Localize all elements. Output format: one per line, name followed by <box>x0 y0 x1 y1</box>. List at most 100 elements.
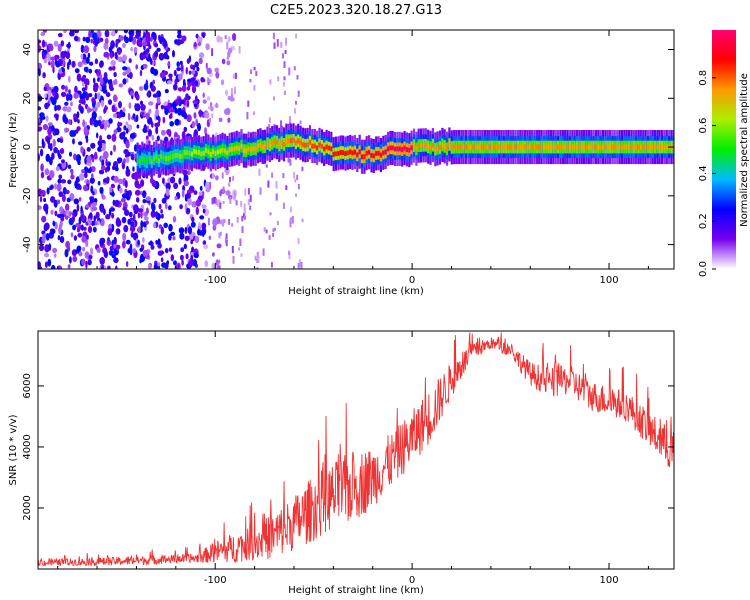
heatmap-cell <box>38 244 45 252</box>
heatmap-cell <box>198 194 204 200</box>
heatmap-cell <box>294 140 297 145</box>
heatmap-cell <box>186 86 191 91</box>
colorbar-tick-label: 0.6 <box>698 118 709 134</box>
heatmap-cell <box>185 253 189 260</box>
heatmap-cell <box>103 72 108 80</box>
heatmap-cell <box>135 64 138 70</box>
heatmap-cell <box>304 142 307 148</box>
heatmap-cell <box>135 30 141 37</box>
heatmap-cell <box>109 79 113 84</box>
heatmap-cell <box>358 149 361 155</box>
heatmap-cell <box>545 144 548 150</box>
heatmap-cell <box>184 226 188 234</box>
heatmap-cell <box>44 244 50 253</box>
heatmap-cell <box>125 168 131 177</box>
heatmap-cell <box>72 138 75 145</box>
heatmap-cell <box>474 144 477 150</box>
heatmap-cell <box>145 135 149 140</box>
heatmap-cell <box>272 228 275 233</box>
heatmap-cell <box>190 70 196 75</box>
heatmap-cell <box>154 43 159 48</box>
heatmap-cell <box>69 30 75 37</box>
heatmap-cell <box>538 144 541 150</box>
heatmap-cell <box>280 41 283 48</box>
heatmap-cell <box>142 41 148 46</box>
heatmap-cell <box>136 38 142 47</box>
heatmap-cell <box>112 161 119 168</box>
heatmap-cell <box>176 39 182 46</box>
heatmap-cell <box>78 197 82 202</box>
heatmap-cell <box>265 229 268 234</box>
heatmap-cell <box>481 144 484 150</box>
heatmap-cell <box>154 50 159 58</box>
heatmap-cell <box>412 143 416 149</box>
heatmap-cell <box>136 124 140 129</box>
heatmap-cell <box>67 164 72 170</box>
heatmap-cell <box>66 61 70 70</box>
heatmap-cell <box>94 151 98 160</box>
heatmap-cell <box>122 42 126 49</box>
heatmap-cell <box>424 142 427 148</box>
heatmap-cell <box>229 176 231 182</box>
heatmap-cell <box>147 129 152 137</box>
heatmap-cell <box>60 91 67 98</box>
spectrogram-xlabel: Height of straight line (km) <box>288 286 424 297</box>
heatmap-cell <box>225 190 231 196</box>
heatmap-cell <box>92 32 98 40</box>
heatmap-cell <box>69 256 72 264</box>
heatmap-cell <box>215 175 219 181</box>
heatmap-cell <box>559 144 562 150</box>
heatmap-cell <box>436 146 439 151</box>
heatmap-cell <box>93 39 96 45</box>
heatmap-cell <box>110 183 115 189</box>
heatmap-cell <box>151 203 156 212</box>
heatmap-cell <box>111 104 116 113</box>
heatmap-cell <box>198 57 203 65</box>
heatmap-cell <box>187 189 193 194</box>
heatmap-cell <box>137 212 141 219</box>
heatmap-cell <box>295 100 297 105</box>
heatmap-cell <box>73 153 77 161</box>
heatmap-cell <box>87 108 93 112</box>
heatmap-cell <box>78 141 83 146</box>
heatmap-cell <box>219 148 222 154</box>
heatmap-cell <box>205 147 208 153</box>
heatmap-cell <box>123 30 129 34</box>
heatmap-cell <box>512 144 515 150</box>
heatmap-cell <box>124 209 130 217</box>
heatmap-cell <box>568 144 572 150</box>
heatmap-cell <box>187 197 192 206</box>
heatmap-cell <box>110 43 114 50</box>
heatmap-cell <box>301 166 304 172</box>
heatmap-cell <box>106 239 112 246</box>
heatmap-cell <box>266 141 269 147</box>
heatmap-cell <box>288 250 290 256</box>
heatmap-cell <box>38 39 42 44</box>
heatmap-cell <box>224 165 227 173</box>
heatmap-cell <box>290 138 293 144</box>
heatmap-cell <box>179 254 184 261</box>
heatmap-cell <box>228 219 231 225</box>
heatmap-cell <box>68 93 73 101</box>
heatmap-cell <box>288 116 291 123</box>
heatmap-cell <box>578 144 581 150</box>
heatmap-cell <box>143 216 149 221</box>
heatmap-cell <box>57 178 62 184</box>
spectrogram-ytick-label: -20 <box>22 188 33 204</box>
heatmap-cell <box>202 92 205 98</box>
heatmap-cell <box>149 240 153 246</box>
heatmap-cell <box>129 225 136 233</box>
heatmap-cell <box>166 80 173 85</box>
heatmap-cell <box>467 144 470 150</box>
heatmap-cell <box>194 95 198 102</box>
heatmap-cell <box>191 216 195 223</box>
heatmap-cell <box>438 145 442 150</box>
heatmap-cell <box>83 226 87 231</box>
heatmap-cell <box>74 129 79 134</box>
heatmap-cell <box>259 142 262 148</box>
heatmap-cell <box>228 182 231 187</box>
heatmap-cell <box>64 85 68 93</box>
heatmap-cell <box>96 220 101 226</box>
heatmap-cell <box>41 52 46 60</box>
heatmap-cell <box>375 151 378 156</box>
